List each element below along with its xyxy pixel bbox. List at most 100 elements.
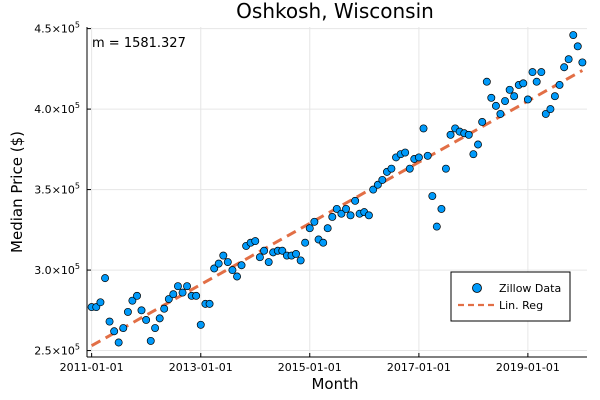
data-point <box>305 224 314 233</box>
data-point <box>478 118 487 126</box>
data-point <box>128 296 137 305</box>
y-tick-exponent: 5 <box>75 21 80 30</box>
data-point <box>537 68 546 77</box>
y-tick-base: ×10 <box>52 23 75 36</box>
data-point <box>474 140 482 149</box>
data-point <box>146 336 155 345</box>
data-point <box>523 95 532 104</box>
data-point <box>414 153 423 162</box>
y-tick-mantissa: 2.5 <box>34 345 52 358</box>
y-tick-base: ×10 <box>52 103 75 116</box>
data-point <box>255 253 264 262</box>
data-point <box>364 211 373 220</box>
legend-box <box>450 271 571 322</box>
x-tick-label: 2011-01-01 <box>60 361 124 374</box>
data-point <box>555 81 564 89</box>
data-point <box>405 164 414 173</box>
y-tick-exponent: 5 <box>75 262 80 271</box>
data-point <box>205 299 214 308</box>
data-point <box>532 77 541 86</box>
data-point <box>342 204 350 213</box>
data-point <box>142 316 151 324</box>
data-point <box>328 213 337 221</box>
data-point <box>178 288 187 297</box>
data-point <box>378 175 387 184</box>
data-point <box>510 92 519 101</box>
x-axis-ticks: 2011-01-01 2013-01-01 2015-01-01 2017-01-01… <box>60 353 560 374</box>
data-point <box>264 258 273 266</box>
data-point <box>105 317 114 326</box>
y-tick-exponent: 5 <box>75 182 80 191</box>
data-point <box>501 97 509 105</box>
data-point <box>233 272 241 281</box>
data-point <box>446 130 455 139</box>
data-point <box>164 295 173 303</box>
y-tick-exponent: 5 <box>75 101 80 110</box>
data-point <box>437 204 446 213</box>
y-tick-base: ×10 <box>52 264 75 277</box>
y-axis-label: Median Price ($) <box>8 131 26 253</box>
scatter-points <box>87 31 587 347</box>
data-point <box>496 109 505 118</box>
chart-title: Oshkosh, Wisconsin <box>236 0 434 23</box>
y-tick-mantissa: 3.5 <box>34 184 52 197</box>
data-point <box>346 211 355 220</box>
data-point <box>560 63 569 72</box>
data-point <box>369 185 378 194</box>
y-tick-label: 3.5×105 <box>34 182 80 197</box>
data-point <box>301 238 310 247</box>
data-point <box>351 196 360 205</box>
data-point <box>505 85 514 94</box>
data-point <box>173 282 182 291</box>
data-point <box>160 304 169 313</box>
data-point <box>319 238 328 247</box>
y-tick-mantissa: 4.5 <box>34 23 52 36</box>
data-point <box>578 58 587 67</box>
data-point <box>214 259 223 268</box>
legend: Zillow Data Lin. Reg <box>450 271 571 322</box>
data-point <box>137 306 146 315</box>
data-point <box>528 68 537 77</box>
data-point <box>401 148 410 157</box>
y-tick-label: 4.5×105 <box>34 21 80 36</box>
data-point <box>550 92 559 101</box>
data-point <box>573 42 582 51</box>
y-tick-mantissa: 4.0 <box>34 103 52 116</box>
data-point <box>541 109 550 118</box>
data-point <box>469 150 478 159</box>
data-point <box>310 217 319 226</box>
data-point <box>151 324 160 332</box>
data-point <box>123 307 132 316</box>
data-point <box>419 124 428 133</box>
data-point <box>292 250 300 258</box>
data-point <box>519 79 528 88</box>
x-tick-label: 2015-01-01 <box>278 361 342 374</box>
data-point <box>133 291 141 300</box>
data-point <box>196 320 205 329</box>
data-point <box>251 237 260 246</box>
legend-label-lin-reg: Lin. Reg <box>499 299 543 312</box>
y-tick-base: ×10 <box>52 345 75 358</box>
data-point <box>192 291 201 300</box>
data-point <box>332 204 341 213</box>
data-point <box>569 31 578 39</box>
data-point <box>169 290 178 299</box>
data-point <box>96 298 105 307</box>
data-point <box>101 274 110 283</box>
x-axis-label: Month <box>311 375 358 393</box>
data-point <box>491 101 500 110</box>
data-point <box>546 105 555 114</box>
data-point <box>223 258 232 266</box>
data-point <box>228 266 237 275</box>
data-point <box>323 224 332 233</box>
data-point <box>219 251 228 260</box>
data-point <box>155 314 164 323</box>
data-point <box>564 55 573 64</box>
y-tick-mantissa: 3.0 <box>34 264 52 277</box>
data-point <box>260 246 269 255</box>
data-point <box>337 209 346 218</box>
data-point <box>423 151 432 160</box>
data-point <box>278 246 287 255</box>
